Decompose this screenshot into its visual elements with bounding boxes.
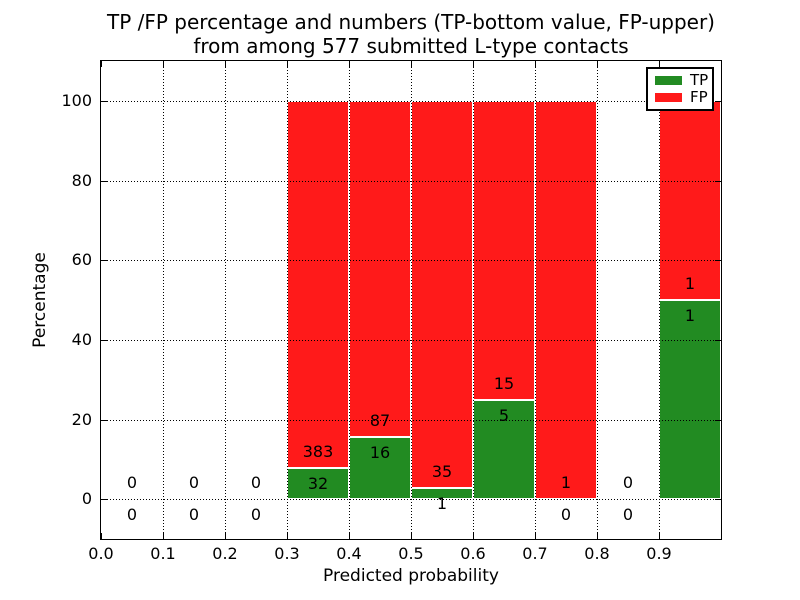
chart-title-line2: from among 577 submitted L-type contacts: [193, 34, 629, 58]
x-tick-label-0.1: 0.1: [150, 544, 176, 563]
x-tick-label-0.3: 0.3: [274, 544, 300, 563]
y-tick-label-20: 20: [71, 409, 92, 429]
y-tick-label-80: 80: [71, 170, 92, 190]
bar-layer: [101, 61, 721, 539]
y-tick-label-60: 60: [71, 250, 92, 270]
bar-segment-tp-0.5: [411, 488, 473, 500]
legend-entry-fp: FP: [655, 88, 712, 106]
x-tick-label-0.2: 0.2: [212, 544, 238, 563]
bar-segment-fp-0.7: [535, 100, 597, 500]
bar-segment-fp-0.5: [411, 100, 473, 489]
legend-label-tp: TP: [690, 71, 709, 89]
bar-segment-tp-0.3: [287, 468, 349, 500]
y-axis-label: Percentage: [30, 252, 50, 348]
x-tick-label-0.6: 0.6: [460, 544, 486, 563]
legend-swatch-fp-icon: [655, 93, 682, 102]
bar-segment-fp-0.3: [287, 100, 349, 469]
y-tick-label-100: 100: [61, 90, 92, 110]
x-tick-label-0.7: 0.7: [522, 544, 548, 563]
bar-segment-fp-0.9: [659, 100, 721, 300]
x-tick-label-0.9: 0.9: [646, 544, 672, 563]
x-axis-label: Predicted probability: [323, 566, 499, 586]
bar-segment-fp-0.4: [349, 100, 411, 438]
x-tick-label-0.5: 0.5: [398, 544, 424, 563]
bar-segment-tp-0.4: [349, 437, 411, 500]
legend-entry-tp: TP: [655, 71, 712, 89]
legend-swatch-tp-icon: [655, 76, 682, 85]
chart-title-line1: TP /FP percentage and numbers (TP-bottom…: [107, 10, 715, 34]
x-tick-label-0.8: 0.8: [584, 544, 610, 563]
x-tick-label-0.0: 0.0: [88, 544, 114, 563]
legend-label-fp: FP: [690, 88, 708, 106]
bar-segment-tp-0.9: [659, 300, 721, 500]
x-tick-label-0.4: 0.4: [336, 544, 362, 563]
y-tick-label-40: 40: [71, 329, 92, 349]
bar-segment-fp-0.6: [473, 100, 535, 400]
plot-area: 0 0 0 0 0 0 383 32 87 16 35 1 15 5 1 0 0 0 1 1 TP FP: [100, 60, 722, 540]
bar-segment-tp-0.6: [473, 399, 535, 500]
legend: TP FP: [646, 67, 714, 111]
y-tick-label-0: 0: [81, 489, 92, 509]
